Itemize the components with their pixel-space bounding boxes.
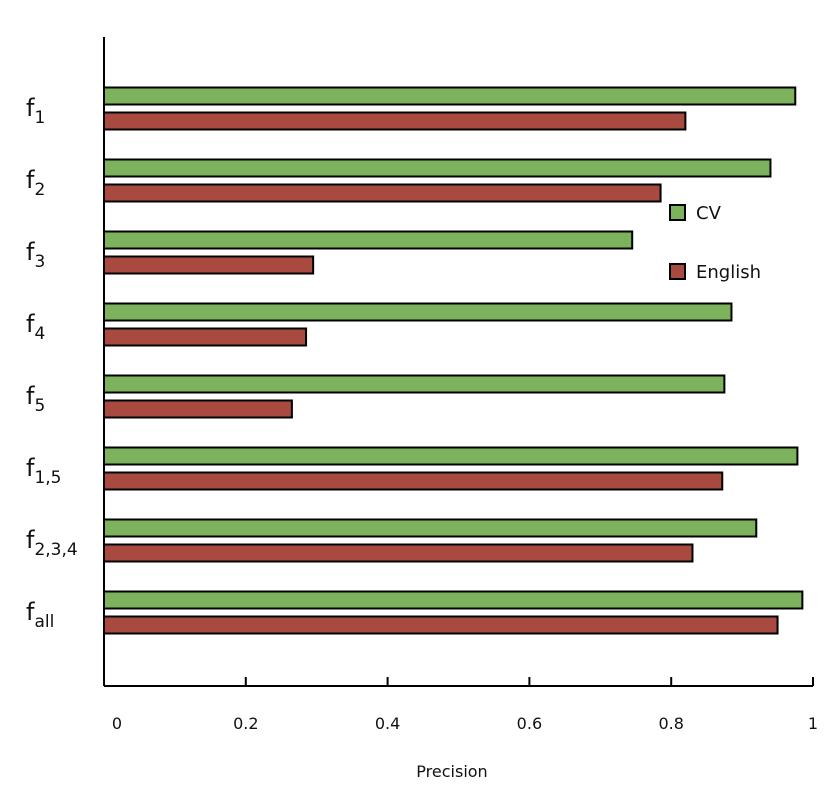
bar-english-2 — [103, 255, 315, 275]
bar-english-0 — [103, 111, 687, 131]
legend-label-cv: CV — [696, 203, 722, 224]
bar-cv-2 — [103, 230, 634, 250]
bar-cv-5 — [103, 446, 799, 466]
bar-english-6 — [103, 543, 694, 563]
bar-cv-0 — [103, 86, 797, 106]
bars-group — [103, 86, 804, 635]
category-label-4: f5 — [26, 382, 45, 416]
x-tick-label-1: 0.2 — [233, 714, 258, 733]
category-label-3: f4 — [26, 310, 45, 344]
legend-swatch-cv — [669, 204, 686, 221]
bar-english-5 — [103, 471, 724, 491]
bar-english-3 — [103, 327, 308, 347]
x-axis-title: Precision — [416, 762, 487, 781]
bar-cv-7 — [103, 590, 804, 610]
x-tick-label-2: 0.4 — [375, 714, 400, 733]
bar-english-1 — [103, 183, 662, 203]
x-tick-label-3: 0.6 — [517, 714, 542, 733]
axes-group — [103, 37, 813, 687]
bar-english-4 — [103, 399, 293, 419]
category-labels-group: f1 f2 f3 f4 f5 f1,5 f2,3,4 fall — [26, 94, 78, 632]
category-label-1: f2 — [26, 166, 45, 200]
x-ticks-group: 0 0.2 0.4 0.6 0.8 1 — [103, 677, 818, 733]
x-tick-label-4: 0.8 — [658, 714, 683, 733]
bar-cv-4 — [103, 374, 726, 394]
bar-cv-3 — [103, 302, 733, 322]
bar-cv-6 — [103, 518, 758, 538]
x-tick-label-0: 0 — [112, 714, 122, 733]
category-label-6: f2,3,4 — [26, 526, 78, 560]
bar-cv-1 — [103, 158, 772, 178]
category-label-0: f1 — [26, 94, 45, 128]
bar-english-7 — [103, 615, 779, 635]
legend-label-english: English — [696, 262, 761, 283]
legend: CV English — [669, 203, 761, 283]
legend-swatch-english — [669, 263, 686, 280]
category-label-5: f1,5 — [26, 454, 62, 488]
x-tick-label-5: 1 — [808, 714, 818, 733]
category-label-2: f3 — [26, 238, 45, 272]
category-label-7: fall — [26, 598, 54, 632]
